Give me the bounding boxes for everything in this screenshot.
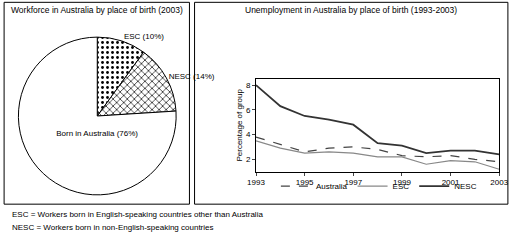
svg-text:NESC = Workers born in non-Eng: NESC = Workers born in non-English-speak… [12, 223, 214, 232]
svg-text:NESC: NESC [454, 182, 476, 191]
svg-text:2001: 2001 [441, 178, 460, 188]
svg-text:ESC (10%): ESC (10%) [124, 32, 164, 41]
svg-text:2: 2 [246, 155, 251, 164]
svg-text:NESC (14%): NESC (14%) [169, 72, 215, 81]
svg-text:1993: 1993 [247, 178, 265, 187]
svg-text:Workforce in Australia by plac: Workforce in Australia by place of birth… [11, 5, 183, 15]
svg-text:2003: 2003 [490, 178, 508, 187]
svg-text:ESC = Workers born in English-: ESC = Workers born in English-speaking c… [12, 210, 263, 219]
svg-text:Percentage of group: Percentage of group [235, 88, 244, 161]
svg-text:Unemployment in Australia by p: Unemployment in Australia by place of bi… [245, 5, 457, 15]
svg-text:6: 6 [246, 106, 251, 115]
svg-text:Australia: Australia [316, 182, 348, 191]
svg-text:Born in Australia (76%): Born in Australia (76%) [56, 129, 138, 138]
svg-text:8: 8 [246, 81, 251, 90]
svg-text:1997: 1997 [344, 178, 363, 188]
svg-text:1995: 1995 [295, 178, 314, 188]
svg-text:ESC: ESC [393, 182, 410, 191]
svg-text:4: 4 [246, 130, 251, 139]
